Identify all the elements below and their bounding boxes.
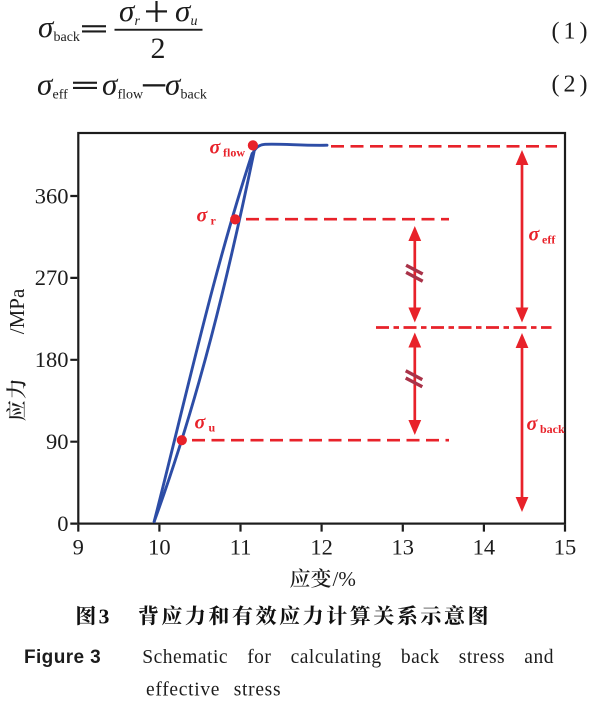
svg-text:360: 360 xyxy=(35,183,69,208)
svg-text:r: r xyxy=(135,14,141,29)
svg-text:3: 3 xyxy=(99,604,110,628)
svg-text:270: 270 xyxy=(35,265,69,290)
svg-text:back: back xyxy=(54,30,80,45)
svg-text:eff: eff xyxy=(53,88,69,103)
svg-text:(2): (2) xyxy=(552,72,592,98)
svg-text:u: u xyxy=(191,14,198,29)
svg-text:/MPa: /MPa xyxy=(5,288,29,334)
svg-text:180: 180 xyxy=(35,347,69,372)
svg-text:Figure 3: Figure 3 xyxy=(24,647,101,668)
svg-text:effective stress: effective stress xyxy=(146,680,281,701)
svg-text:u: u xyxy=(209,421,216,435)
svg-text:10: 10 xyxy=(148,535,171,560)
svg-text:back: back xyxy=(181,88,207,103)
svg-text:σ: σ xyxy=(165,67,182,102)
svg-text:2: 2 xyxy=(151,32,166,65)
svg-text:12: 12 xyxy=(310,535,333,560)
svg-text:11: 11 xyxy=(230,535,252,560)
svg-text:σ: σ xyxy=(37,67,54,102)
svg-text:13: 13 xyxy=(392,535,415,560)
svg-text:σ: σ xyxy=(195,412,207,434)
svg-text:σ: σ xyxy=(175,0,192,28)
svg-text:15: 15 xyxy=(554,535,577,560)
svg-text:r: r xyxy=(211,214,217,228)
svg-text:σ: σ xyxy=(102,67,119,102)
svg-text:(1): (1) xyxy=(552,19,592,45)
svg-text:σ: σ xyxy=(529,224,541,246)
svg-text:flow: flow xyxy=(223,146,245,160)
svg-text:flow: flow xyxy=(118,88,145,103)
svg-text:σ: σ xyxy=(527,413,539,435)
svg-text:0: 0 xyxy=(57,511,68,536)
svg-text:Schematic for calculating back: Schematic for calculating back stress an… xyxy=(142,647,554,668)
svg-text:σ: σ xyxy=(119,0,136,28)
svg-text:σ: σ xyxy=(197,205,209,227)
svg-text:back: back xyxy=(540,422,565,436)
svg-text:14: 14 xyxy=(473,535,496,560)
svg-text:σ: σ xyxy=(210,137,222,159)
svg-text:90: 90 xyxy=(46,429,69,454)
svg-text:/%: /% xyxy=(333,567,356,591)
svg-text:σ: σ xyxy=(38,9,55,44)
svg-text:9: 9 xyxy=(73,535,84,560)
svg-text:eff: eff xyxy=(542,233,556,247)
